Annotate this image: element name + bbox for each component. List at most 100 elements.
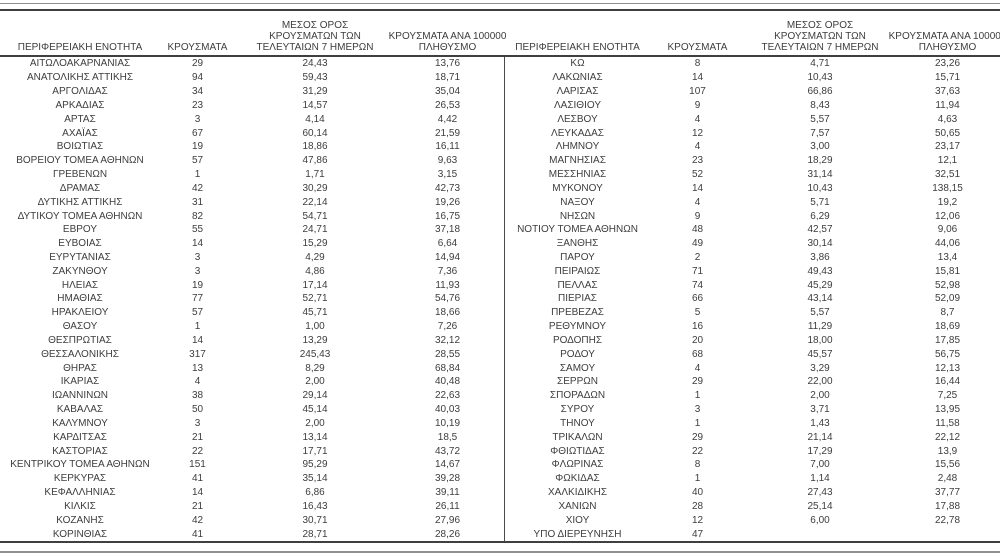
table-row: ΠΕΙΡΑΙΩΣ 71 49,43 15,81: [505, 264, 1000, 278]
cases-value: 22: [691, 445, 704, 457]
region-name: ΘΗΡΑΣ: [63, 362, 97, 374]
cases-value: 8: [694, 58, 701, 70]
avg7-value: 17,71: [302, 445, 328, 457]
avg7-value: 24,71: [302, 224, 328, 236]
table-row: ΙΚΑΡΙΑΣ 4 2,00 40,48: [0, 375, 500, 389]
avg7-value: 45,29: [807, 279, 833, 291]
table-row: ΗΜΑΘΙΑΣ 77 52,71 54,76: [0, 292, 500, 306]
cases-value: 23: [691, 155, 704, 167]
avg7-value: 5,57: [810, 113, 830, 125]
table-row: ΑΡΤΑΣ 3 4,14 4,42: [0, 112, 500, 126]
avg7-value: 66,86: [807, 86, 833, 98]
cases-value: 29: [191, 58, 204, 70]
region-name: ΕΥΒΟΙΑΣ: [58, 238, 102, 250]
cases-value: 19: [191, 141, 204, 153]
per100k-value: 11,94: [935, 99, 960, 111]
cases-value: 4: [694, 141, 701, 153]
per100k-value: 22,12: [934, 431, 961, 443]
per100k-value: 13,4: [937, 252, 958, 263]
region-name: ΤΡΙΚΑΛΩΝ: [552, 431, 603, 443]
per100k-value: 18,5: [437, 431, 458, 443]
per100k-value: 17,88: [934, 500, 961, 512]
region-name: ΔΡΑΜΑΣ: [59, 182, 101, 194]
avg7-value: 3,00: [810, 141, 830, 153]
cases-value: 42: [191, 514, 204, 526]
per100k-value: 18,69: [934, 321, 961, 333]
region-name: ΠΡΕΒΕΖΑΣ: [551, 307, 604, 319]
avg7-value: 5,57: [810, 307, 830, 319]
region-name: ΚΑΒΑΛΑΣ: [56, 404, 104, 416]
cases-value: 21: [191, 431, 204, 443]
avg7-value: 2,00: [305, 417, 325, 429]
region-name: ΙΚΑΡΙΑΣ: [60, 376, 100, 388]
cases-value: 4: [694, 196, 701, 208]
table-row: ΣΠΟΡΑΔΩΝ 1 2,00 7,25: [505, 389, 1000, 403]
region-name: ΚΩ: [570, 58, 585, 70]
region-name: ΠΙΕΡΙΑΣ: [558, 293, 597, 305]
cases-value: 3: [194, 417, 201, 429]
avg7-value: 42,57: [807, 224, 833, 236]
table-row: ΤΡΙΚΑΛΩΝ 29 21,14 22,12: [505, 430, 1000, 444]
cases-value: 1: [194, 169, 201, 181]
cases-value: 1: [694, 473, 701, 485]
region-name: ΔΥΤΙΚΗΣ ΑΤΤΙΚΗΣ: [37, 196, 123, 208]
table-row: ΛΑΚΩΝΙΑΣ 14 10,43 15,71: [505, 71, 1000, 85]
table-row: ΦΩΚΙΔΑΣ 1 1,14 2,48: [505, 472, 1000, 486]
top-thin-divider: [0, 3, 1000, 4]
cases-value: 28: [691, 500, 704, 512]
region-name: ΜΑΓΝΗΣΙΑΣ: [549, 155, 606, 167]
per100k-value: 37,18: [434, 224, 461, 236]
region-name: ΛΕΥΚΑΔΑΣ: [551, 127, 604, 139]
avg7-value: 3,29: [810, 362, 830, 374]
per100k-value: 32,12: [434, 334, 461, 346]
per100k-value: 14,94: [434, 252, 461, 263]
per100k-value: 19,2: [937, 196, 958, 208]
table-row: ΒΟΙΩΤΙΑΣ 19 18,86 16,11: [0, 140, 500, 154]
region-name: ΠΕΛΛΑΣ: [557, 279, 598, 291]
region-name: ΚΕΦΑΛΛΗΝΙΑΣ: [44, 487, 116, 499]
per100k-value: 9,06: [937, 224, 958, 236]
table-row: ΥΠΟ ΔΙΕΡΕΥΝΗΣΗ 47: [505, 527, 1000, 541]
table-row: ΚΕΦΑΛΛΗΝΙΑΣ 14 6,86 39,11: [0, 486, 500, 500]
region-name: ΠΑΡΟΥ: [560, 252, 595, 263]
region-name: ΡΟΔΟΥ: [560, 348, 595, 360]
region-name: ΡΟΔΟΠΗΣ: [552, 334, 603, 346]
region-name: ΑΡΚΑΔΙΑΣ: [55, 99, 105, 111]
avg7-value: 5,71: [810, 196, 830, 208]
header-bottom-border: [0, 55, 1000, 57]
table-row: ΧΑΝΙΩΝ 28 25,14 17,88: [505, 500, 1000, 514]
region-name: ΕΒΡΟΥ: [62, 224, 98, 236]
per100k-value: 16,11: [435, 141, 460, 153]
region-name: ΑΡΤΑΣ: [64, 113, 96, 125]
cases-value: 14: [691, 182, 704, 194]
per100k-value: 13,76: [434, 58, 461, 70]
column-header-avg7: ΜΕΣΟΣ ΟΡΟΣ ΚΡΟΥΣΜΑΤΩΝ ΤΩΝ ΤΕΛΕΥΤΑΙΩΝ 7 Η…: [256, 20, 374, 53]
cases-value: 1: [694, 390, 701, 402]
cases-value: 13: [191, 362, 204, 374]
avg7-value: 17,14: [302, 279, 328, 291]
region-name: ΧΑΛΚΙΔΙΚΗΣ: [548, 487, 607, 499]
table-row: ΙΩΑΝΝΙΝΩΝ 38 29,14 22,63: [0, 389, 500, 403]
region-name: ΚΑΡΔΙΤΣΑΣ: [53, 431, 107, 443]
table-row: ΠΡΕΒΕΖΑΣ 5 5,57 8,7: [505, 306, 1000, 320]
per100k-value: 16,75: [434, 210, 461, 222]
avg7-value: 22,00: [807, 376, 833, 388]
region-name: ΦΛΩΡΙΝΑΣ: [551, 459, 604, 471]
table-row: ΧΑΛΚΙΔΙΚΗΣ 40 27,43 37,77: [505, 486, 1000, 500]
avg7-value: 11,29: [807, 321, 833, 333]
per100k-value: 22,78: [934, 514, 961, 526]
per100k-value: 17,85: [934, 334, 961, 346]
region-name: ΧΑΝΙΩΝ: [558, 500, 597, 512]
avg7-value: 30,14: [807, 238, 833, 250]
per100k-value: 3,15: [437, 169, 458, 181]
region-name: ΣΑΜΟΥ: [559, 362, 596, 374]
cases-value: 41: [191, 528, 204, 540]
avg7-value: 25,14: [807, 500, 833, 512]
cases-value: 14: [191, 487, 204, 499]
avg7-value: 95,29: [302, 459, 328, 471]
avg7-value: 3,86: [810, 252, 830, 263]
cases-value: 3: [194, 113, 201, 125]
table-row: ΑΙΤΩΛΟΑΚΑΡΝΑΝΙΑΣ 29 24,43 13,76: [0, 57, 500, 71]
table-row: ΣΑΜΟΥ 4 3,29 12,13: [505, 361, 1000, 375]
cases-value: 47: [691, 528, 704, 540]
